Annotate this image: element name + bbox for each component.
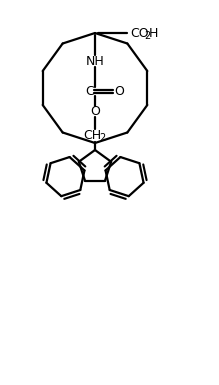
Text: O: O [90, 104, 100, 117]
Text: CH: CH [83, 129, 101, 142]
Text: C: C [86, 84, 94, 97]
Text: 2: 2 [99, 133, 105, 143]
Text: 2: 2 [144, 31, 150, 41]
Text: O: O [114, 84, 124, 97]
Text: H: H [149, 27, 158, 40]
Text: NH: NH [86, 55, 104, 67]
Text: CO: CO [130, 27, 149, 40]
